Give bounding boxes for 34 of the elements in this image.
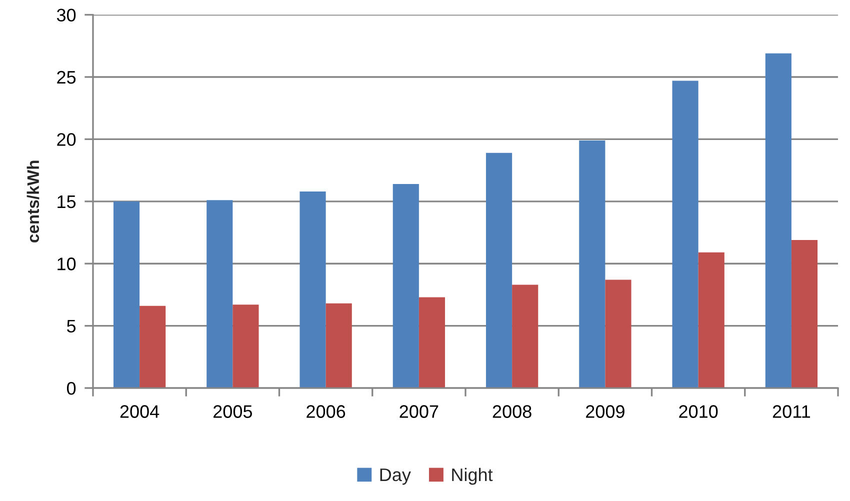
bar: [512, 284, 538, 388]
y-axis-title: cents/kWh: [26, 160, 40, 242]
legend-label: Night: [452, 468, 493, 485]
bar: [579, 140, 606, 388]
x-tick-label: 2004: [120, 405, 160, 418]
bar: [698, 252, 724, 388]
x-tick-label: 2008: [492, 405, 532, 418]
bar: [605, 280, 632, 388]
y-tick-label: 0: [66, 382, 76, 395]
bar: [672, 80, 698, 388]
x-tick-label: 2006: [306, 405, 346, 418]
y-tick-label: 30: [56, 8, 76, 22]
x-tick-label: 2010: [679, 405, 718, 418]
x-tick-label: 2011: [772, 405, 810, 418]
bar: [486, 152, 512, 388]
bar: [140, 306, 166, 388]
x-tick-label: 2005: [214, 405, 252, 418]
bar: [300, 191, 326, 388]
bar: [791, 240, 818, 388]
legend-label: Day: [380, 468, 411, 485]
y-tick-label: 10: [58, 258, 76, 270]
bar: [765, 53, 792, 388]
bar: [232, 304, 259, 388]
bar: [418, 297, 446, 388]
y-tick-label: 5: [67, 320, 76, 333]
x-tick-label: 2007: [400, 405, 438, 418]
bar: [392, 184, 419, 388]
y-tick-label: 15: [58, 196, 76, 208]
y-tick-label: 20: [57, 133, 76, 146]
bar: [326, 303, 352, 388]
bar: [206, 200, 233, 388]
x-tick-label: 2009: [586, 405, 624, 418]
y-tick-label: 25: [57, 70, 76, 84]
bar: [113, 201, 140, 388]
